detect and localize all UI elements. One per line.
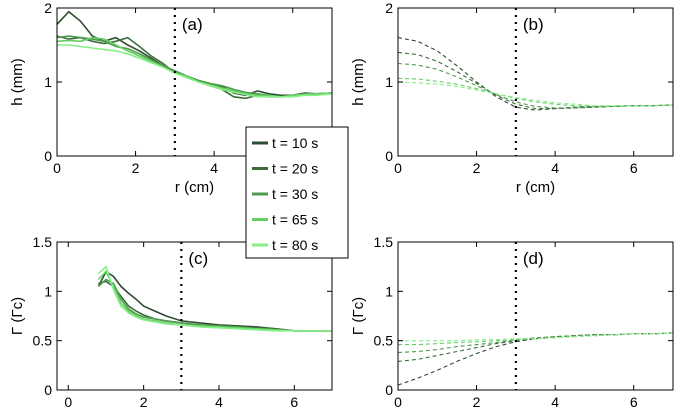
panel-tag: (b) bbox=[523, 15, 544, 34]
x-tick-label: 6 bbox=[630, 394, 638, 410]
y-axis-label: Γ (Γc) bbox=[9, 297, 26, 335]
legend: t = 10 s t = 20 s t = 30 s t = 65 s t = 80 s bbox=[245, 126, 349, 259]
axes-box bbox=[56, 241, 333, 391]
y-tick-label: 0.5 bbox=[33, 333, 53, 349]
y-tick-label: 0 bbox=[44, 148, 52, 164]
legend-label: t = 30 s bbox=[272, 186, 318, 202]
series-line bbox=[398, 51, 673, 110]
x-tick-label: 0 bbox=[64, 394, 72, 410]
y-tick-label: 1 bbox=[385, 74, 393, 90]
x-tick-label: 6 bbox=[630, 160, 638, 176]
panel-a: 0 2 4 0 1 2 r (cm) h (mm) (a) bbox=[9, 0, 333, 196]
x-axis-label: r (cm) bbox=[516, 179, 555, 196]
x-tick-label: 4 bbox=[551, 160, 559, 176]
y-axis-label: Γ (Γc) bbox=[350, 297, 367, 335]
y-tick-label: 1.5 bbox=[374, 234, 394, 250]
x-tick-label: 2 bbox=[140, 394, 148, 410]
axes-box bbox=[397, 241, 674, 391]
x-tick-label: 4 bbox=[215, 394, 223, 410]
series-line bbox=[98, 280, 332, 332]
y-tick-label: 1 bbox=[44, 74, 52, 90]
series-line bbox=[398, 37, 673, 111]
y-tick-label: 1.5 bbox=[33, 234, 53, 250]
x-tick-label: 2 bbox=[473, 394, 481, 410]
panel-tag: (a) bbox=[182, 15, 203, 34]
x-tick-label: 0 bbox=[53, 160, 61, 176]
series-line bbox=[398, 62, 673, 109]
series-line bbox=[398, 77, 673, 107]
series-line bbox=[57, 35, 332, 98]
panel-b: 0 2 4 6 0 1 2 r (cm) h (mm) (b) bbox=[350, 0, 674, 196]
y-tick-label: 0 bbox=[44, 382, 52, 398]
panel-tag: (d) bbox=[523, 249, 544, 268]
series-line bbox=[398, 81, 673, 107]
x-axis-label: r (cm) bbox=[175, 179, 214, 196]
x-tick-label: 2 bbox=[132, 160, 140, 176]
y-tick-label: 0 bbox=[385, 382, 393, 398]
series-line bbox=[398, 332, 673, 386]
y-tick-label: 0 bbox=[385, 148, 393, 164]
series-line bbox=[398, 332, 673, 354]
y-axis-label: h (mm) bbox=[350, 58, 367, 106]
series-line bbox=[97, 270, 332, 332]
y-axis-label: h (mm) bbox=[9, 58, 26, 106]
series-line bbox=[57, 35, 332, 100]
legend-label: t = 20 s bbox=[272, 161, 318, 177]
y-tick-label: 1 bbox=[385, 283, 393, 299]
x-tick-label: 4 bbox=[551, 394, 559, 410]
series-line bbox=[57, 36, 332, 98]
series-line bbox=[97, 265, 332, 332]
series-line bbox=[97, 270, 332, 332]
y-tick-label: 1 bbox=[44, 283, 52, 299]
x-tick-label: 2 bbox=[473, 160, 481, 176]
series-line bbox=[398, 332, 673, 346]
y-tick-label: 2 bbox=[44, 0, 52, 16]
legend-label: t = 10 s bbox=[272, 135, 318, 151]
y-tick-label: 2 bbox=[385, 0, 393, 16]
legend-label: t = 65 s bbox=[272, 212, 318, 228]
series-line bbox=[398, 332, 673, 342]
series-line bbox=[57, 44, 332, 98]
x-tick-label: 0 bbox=[394, 160, 402, 176]
legend-label: t = 80 s bbox=[272, 237, 318, 253]
series-line bbox=[398, 332, 673, 362]
panel-tag: (c) bbox=[188, 249, 208, 268]
x-tick-label: 0 bbox=[394, 394, 402, 410]
x-tick-label: 6 bbox=[290, 394, 298, 410]
x-tick-label: 4 bbox=[210, 160, 218, 176]
y-tick-label: 0.5 bbox=[374, 333, 394, 349]
series-line bbox=[97, 278, 332, 332]
